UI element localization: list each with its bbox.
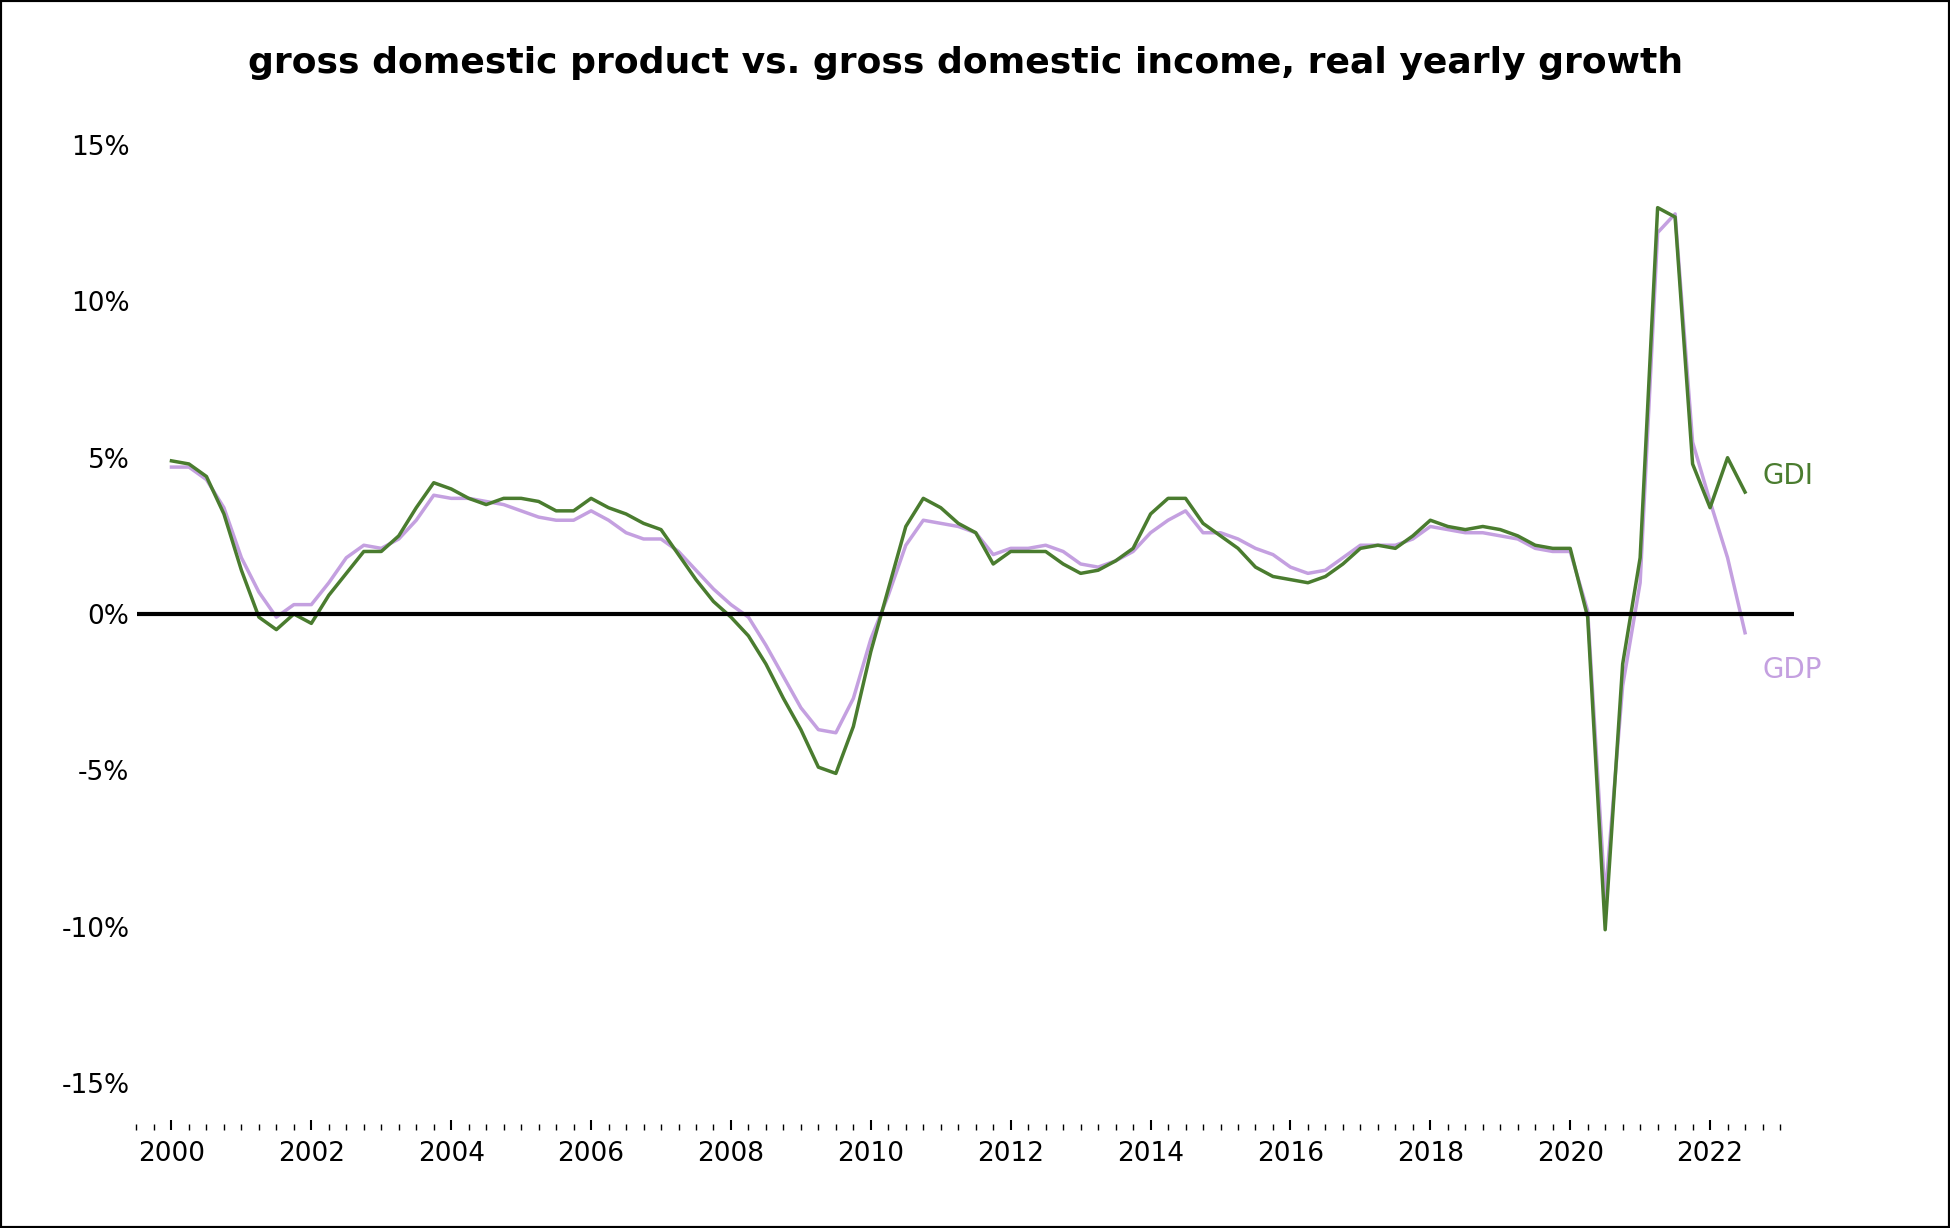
Title: gross domestic product vs. gross domestic income, real yearly growth: gross domestic product vs. gross domesti… xyxy=(248,47,1683,80)
Text: GDI: GDI xyxy=(1763,463,1814,490)
Text: GDP: GDP xyxy=(1763,656,1821,684)
